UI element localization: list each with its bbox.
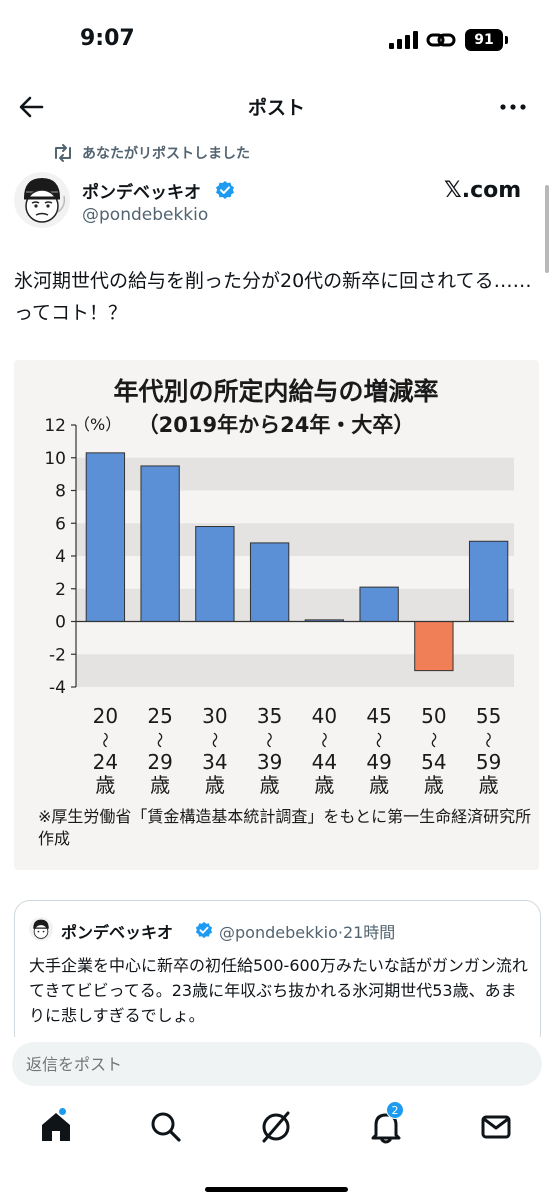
quote-verified-badge-icon bbox=[195, 921, 213, 939]
cellular-signal-icon bbox=[389, 31, 419, 49]
chart-subtitle: （2019年から24年・大卒） bbox=[138, 413, 415, 437]
bar bbox=[468, 540, 509, 622]
home-indicator bbox=[205, 1187, 348, 1192]
y-tick-label: 2 bbox=[55, 580, 66, 600]
author-name[interactable]: ポンデベッキオ bbox=[82, 183, 201, 203]
x-category-label: 40 bbox=[312, 704, 337, 728]
x-category-label: 30 bbox=[202, 704, 227, 728]
bar bbox=[195, 526, 235, 622]
x-category-label: 24 bbox=[93, 750, 118, 774]
author-handle[interactable]: @pondebekkio bbox=[82, 205, 209, 225]
battery-tip bbox=[505, 36, 508, 44]
x-category-label: 44 bbox=[312, 750, 337, 774]
x-category-label: 歳 bbox=[369, 773, 389, 797]
x-category-label: 〜 bbox=[314, 732, 333, 748]
y-tick-label: 12 bbox=[44, 416, 66, 436]
status-bar: 9:07 91 bbox=[0, 0, 553, 80]
x-category-label: 歳 bbox=[205, 773, 225, 797]
x-category-label: 〜 bbox=[205, 732, 224, 748]
tab-search[interactable] bbox=[148, 1109, 184, 1145]
y-tick-label: 4 bbox=[55, 547, 66, 567]
x-category-label: 歳 bbox=[314, 773, 334, 797]
home-unread-dot bbox=[58, 1107, 67, 1116]
y-tick-label: 10 bbox=[44, 449, 66, 469]
bar bbox=[249, 542, 290, 622]
status-time: 9:07 bbox=[80, 26, 135, 51]
link-icon bbox=[426, 33, 456, 47]
x-category-label: 55 bbox=[476, 704, 501, 728]
tab-grok[interactable] bbox=[258, 1109, 294, 1145]
x-category-label: 50 bbox=[421, 704, 446, 728]
bar bbox=[359, 586, 399, 623]
x-category-label: 54 bbox=[421, 750, 446, 774]
x-category-label: 29 bbox=[147, 750, 172, 774]
quote-author-name: ポンデベッキオ bbox=[61, 923, 174, 942]
source-badge: 𝕏.com bbox=[444, 178, 522, 203]
post-text: 氷河期世代の給与を削った分が20代の新卒に回されてる……ってコト！？ bbox=[14, 270, 532, 324]
x-category-label: 〜 bbox=[150, 732, 169, 748]
x-category-label: 45 bbox=[366, 704, 391, 728]
x-category-label: 歳 bbox=[150, 773, 170, 797]
search-icon bbox=[151, 1112, 181, 1142]
x-category-label: 〜 bbox=[260, 732, 279, 748]
x-category-label: 〜 bbox=[369, 732, 388, 748]
bar bbox=[85, 452, 126, 623]
bar-chart: 年代別の所定内給与の増減率 （2019年から24年・大卒） （%） 12 10 8 6… bbox=[38, 377, 532, 848]
chart-source-note: ※厚生労働省「賃金構造基本統計調査」をもとに第一生命経済研究所作成 bbox=[38, 807, 532, 848]
avatar[interactable] bbox=[14, 172, 70, 228]
reply-input[interactable] bbox=[12, 1042, 542, 1086]
y-tick-label: 0 bbox=[55, 613, 66, 633]
x-category-label: 歳 bbox=[479, 773, 499, 797]
reply-bar bbox=[0, 1037, 553, 1097]
bottom-tab-bar: 2 bbox=[0, 1097, 553, 1200]
back-arrow-icon[interactable] bbox=[16, 92, 46, 122]
x-category-label: 35 bbox=[257, 704, 282, 728]
x-category-label: 59 bbox=[476, 750, 501, 774]
scrollbar[interactable] bbox=[545, 185, 549, 273]
notifications-badge: 2 bbox=[386, 1101, 404, 1119]
x-category-label: 歳 bbox=[424, 773, 444, 797]
chart-image[interactable]: 年代別の所定内給与の増減率 （2019年から24年・大卒） （%） 12 10 8 6… bbox=[14, 360, 539, 870]
grok-icon bbox=[262, 1111, 290, 1143]
quote-handle-time: @pondebekkio·21時間 bbox=[219, 923, 396, 942]
x-category-label: 49 bbox=[366, 750, 391, 774]
avatar-illustration bbox=[14, 172, 70, 228]
x-category-label: 歳 bbox=[260, 773, 280, 797]
x-category-label: 34 bbox=[202, 750, 227, 774]
x-category-label: 20 bbox=[93, 704, 118, 728]
x-category-label: 39 bbox=[257, 750, 282, 774]
quote-avatar bbox=[29, 917, 53, 941]
repost-text: あなたがリポストしました bbox=[82, 146, 250, 162]
quoted-post[interactable]: ポンデベッキオ @pondebekkio·21時間 大手企業を中心に新卒の初任給… bbox=[14, 900, 541, 1050]
tab-notifications[interactable]: 2 bbox=[368, 1101, 404, 1145]
mail-icon bbox=[481, 1115, 511, 1139]
bar bbox=[414, 621, 454, 672]
y-tick-label: 6 bbox=[55, 514, 66, 534]
more-options-icon[interactable] bbox=[498, 96, 528, 118]
repost-icon bbox=[55, 144, 71, 162]
y-axis-unit: （%） bbox=[74, 415, 121, 434]
tab-home[interactable] bbox=[38, 1107, 74, 1145]
tab-messages[interactable] bbox=[478, 1109, 514, 1145]
x-category-label: 〜 bbox=[424, 732, 443, 748]
bar bbox=[140, 465, 180, 622]
home-icon bbox=[42, 1113, 70, 1141]
battery-icon: 91 bbox=[465, 29, 503, 51]
y-tick-label: 8 bbox=[55, 482, 66, 502]
y-tick-label: -4 bbox=[49, 678, 66, 698]
y-tick-label: -2 bbox=[49, 645, 66, 665]
x-category-label: 25 bbox=[147, 704, 172, 728]
x-category-label: 〜 bbox=[95, 732, 114, 748]
x-category-label: 歳 bbox=[95, 773, 115, 797]
quote-text: 大手企業を中心に新卒の初任給500-600万みたいな話がガンガン流れてきてビビっ… bbox=[29, 956, 528, 1025]
post-header: ポスト bbox=[0, 82, 553, 132]
verified-badge-icon bbox=[216, 181, 234, 199]
chart-title: 年代別の所定内給与の増減率 bbox=[113, 377, 438, 406]
x-category-label: 〜 bbox=[479, 732, 498, 748]
page-title: ポスト bbox=[247, 97, 305, 119]
